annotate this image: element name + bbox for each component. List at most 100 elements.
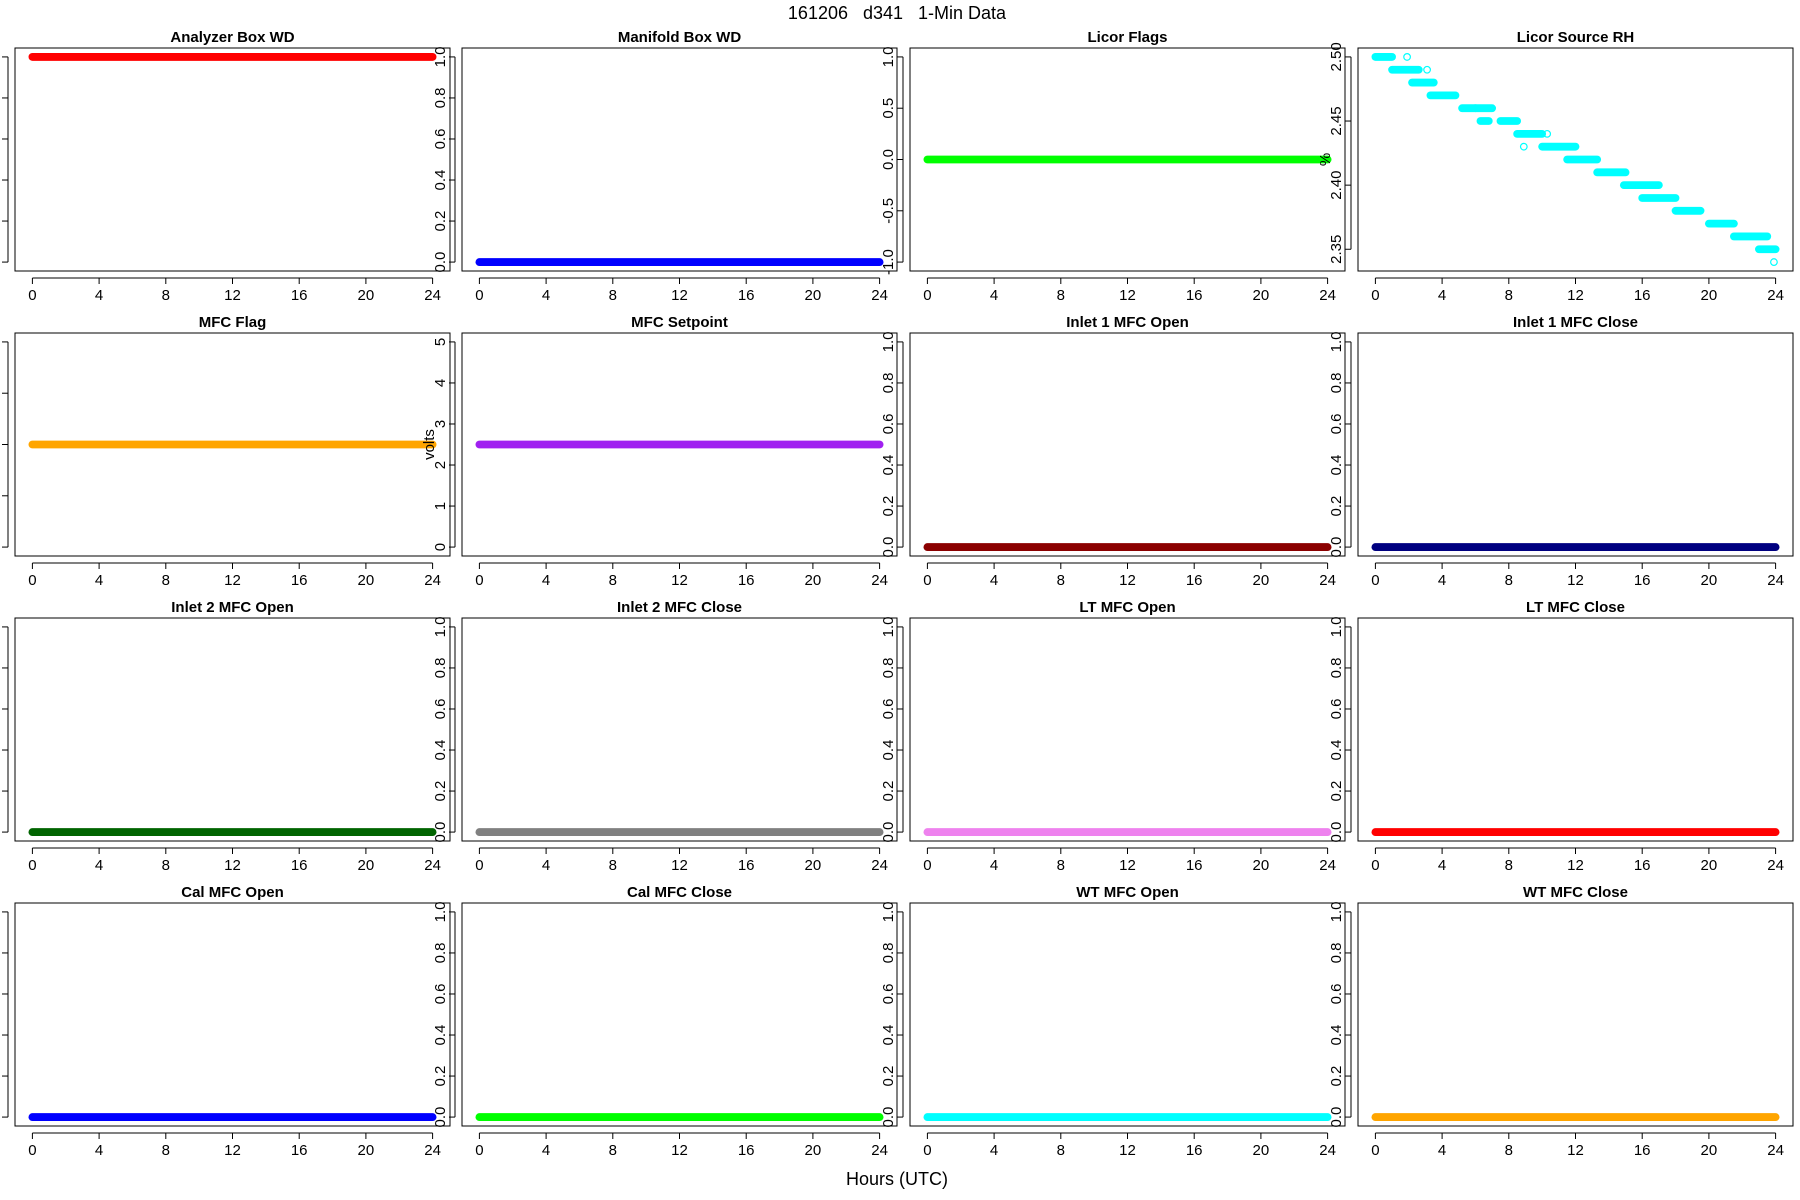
y-tick-label: -0.5	[880, 198, 897, 224]
x-tick-label: 24	[1319, 857, 1336, 874]
panel-title: Inlet 2 MFC Open	[171, 599, 294, 616]
y-tick-label: 0.2	[1328, 781, 1345, 802]
x-tick-label: 16	[1186, 287, 1203, 304]
y-tick-label: 0.0	[0, 822, 2, 843]
x-tick-label: 20	[358, 1142, 375, 1159]
y-tick-label: 0.6	[0, 699, 2, 720]
y-tick-label: 0.0	[0, 252, 2, 273]
y-tick-label: 0.0	[0, 1107, 2, 1128]
y-tick-label: 0.8	[1328, 658, 1345, 679]
x-tick-label: 20	[358, 287, 375, 304]
plot-frame	[461, 902, 898, 1127]
x-tick-label: 8	[609, 1142, 617, 1159]
figure-title: 161206 d341 1-Min Data	[788, 3, 1007, 23]
x-tick-label: 20	[805, 287, 822, 304]
x-tick-label: 16	[1634, 857, 1651, 874]
x-tick-label: 24	[1319, 572, 1336, 589]
y-tick-label: 0	[432, 543, 449, 551]
x-tick-label: 4	[1438, 572, 1446, 589]
panel-title: LT MFC Close	[1526, 599, 1625, 616]
chart-panel: Licor Source RH 0 4 8 12 16 20 24 2.35 2.40 2.45 2.…	[1317, 29, 1794, 304]
y-tick-label: 0.2	[0, 211, 2, 232]
plot-frame	[909, 617, 1346, 842]
panel-title: LT MFC Open	[1079, 599, 1175, 616]
x-tick-label: 0	[923, 572, 931, 589]
x-tick-label: 16	[291, 1142, 308, 1159]
x-tick-label: 16	[291, 572, 308, 589]
x-tick-label: 0	[923, 287, 931, 304]
x-tick-label: 20	[805, 1142, 822, 1159]
x-tick-label: 8	[1505, 287, 1513, 304]
y-tick-label: 1.0	[880, 616, 897, 637]
y-tick-label: 0.6	[880, 414, 897, 435]
x-tick-label: 4	[990, 1142, 998, 1159]
y-tick-label: 0.8	[1328, 943, 1345, 964]
x-tick-label: 4	[542, 857, 550, 874]
x-tick-label: 12	[671, 857, 688, 874]
x-tick-label: 8	[162, 287, 170, 304]
x-tick-label: 4	[990, 857, 998, 874]
y-tick-label: 0.0	[880, 822, 897, 843]
y-tick-label: 1.0	[880, 46, 897, 67]
y-tick-label: 0.8	[0, 658, 2, 679]
chart-panel: Cal MFC Open 0 4 8 12 16 20 24 0.0 0.2 0.4 0.6 0.8 1.…	[0, 884, 451, 1159]
panel-title: Cal MFC Close	[627, 884, 732, 901]
plot-frame	[461, 332, 898, 557]
x-tick-label: 12	[224, 572, 241, 589]
x-tick-label: 20	[1253, 287, 1270, 304]
x-tick-label: 12	[224, 287, 241, 304]
y-tick-label: 0.4	[880, 740, 897, 761]
y-tick-label: 0.2	[0, 781, 2, 802]
x-tick-label: 20	[1253, 857, 1270, 874]
plot-frame	[14, 47, 451, 272]
y-tick-label: 1.0	[0, 331, 2, 352]
y-tick-label: 0.8	[0, 943, 2, 964]
y-tick-label: 0.8	[1328, 373, 1345, 394]
x-tick-label: 8	[162, 857, 170, 874]
plot-frame	[461, 47, 898, 272]
x-tick-label: 24	[1767, 287, 1784, 304]
x-tick-label: 20	[1701, 287, 1718, 304]
y-tick-label: 0.8	[432, 943, 449, 964]
y-tick-label: 3	[432, 420, 449, 428]
plot-frame	[1357, 902, 1794, 1127]
x-tick-label: 8	[609, 287, 617, 304]
plot-frame	[909, 902, 1346, 1127]
x-tick-label: 8	[1057, 287, 1065, 304]
x-tick-label: 16	[291, 857, 308, 874]
x-tick-label: 0	[28, 857, 36, 874]
x-tick-label: 0	[1371, 857, 1379, 874]
x-tick-label: 24	[1767, 857, 1784, 874]
x-tick-label: 12	[1119, 572, 1136, 589]
plot-frame	[909, 332, 1346, 557]
y-tick-label: 0.4	[880, 455, 897, 476]
x-tick-label: 8	[609, 857, 617, 874]
y-tick-label: 0.6	[880, 699, 897, 720]
x-tick-label: 20	[1701, 857, 1718, 874]
y-tick-label: 0.0	[880, 149, 897, 170]
plot-frame	[14, 332, 451, 557]
x-tick-label: 4	[542, 1142, 550, 1159]
x-tick-label: 0	[28, 1142, 36, 1159]
x-tick-label: 24	[1319, 287, 1336, 304]
x-tick-label: 12	[1119, 857, 1136, 874]
figure-xlabel: Hours (UTC)	[846, 1169, 948, 1189]
x-tick-label: 16	[738, 857, 755, 874]
x-tick-label: 8	[162, 572, 170, 589]
x-tick-label: 24	[871, 287, 888, 304]
plot-frame	[909, 47, 1346, 272]
panel-title: WT MFC Close	[1523, 884, 1628, 901]
y-tick-label: 0.0	[1328, 537, 1345, 558]
x-tick-label: 16	[1186, 1142, 1203, 1159]
y-tick-label: 1.0	[0, 901, 2, 922]
x-tick-label: 20	[805, 572, 822, 589]
y-tick-label: 1.0	[1328, 901, 1345, 922]
chart-panel: Licor Flags 0 4 8 12 16 20 24 -1.0 -0.5 0.0 0.5 1.0	[880, 29, 1346, 304]
chart-panel: LT MFC Open 0 4 8 12 16 20 24 0.0 0.2 0.4 0.6 0.8 1.0	[880, 599, 1346, 874]
x-tick-label: 20	[358, 572, 375, 589]
y-tick-label: 0.4	[1328, 740, 1345, 761]
y-tick-label: 0.6	[432, 129, 449, 150]
x-tick-label: 20	[805, 857, 822, 874]
panel-title: Analyzer Box WD	[170, 29, 294, 46]
panel-title: Inlet 2 MFC Close	[617, 599, 742, 616]
